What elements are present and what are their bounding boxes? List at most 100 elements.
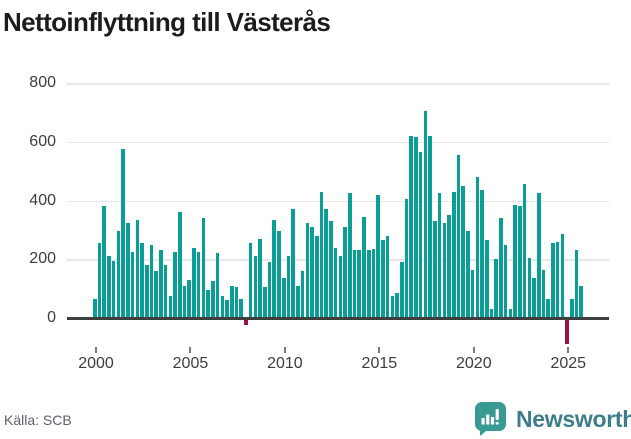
bar bbox=[154, 271, 158, 318]
bar bbox=[324, 209, 329, 318]
bar bbox=[102, 206, 107, 318]
bar bbox=[555, 241, 560, 318]
x-axis-tick bbox=[567, 347, 570, 353]
source-text: Källa: SCB bbox=[4, 412, 72, 428]
bar bbox=[381, 240, 385, 318]
x-axis-tick bbox=[378, 347, 381, 353]
x-axis-tick bbox=[95, 347, 97, 353]
bar bbox=[319, 191, 324, 318]
bar bbox=[244, 319, 248, 326]
bar bbox=[442, 222, 447, 318]
bar bbox=[433, 221, 437, 318]
bar bbox=[267, 262, 272, 318]
bar bbox=[333, 247, 338, 318]
bar bbox=[272, 219, 277, 318]
bar bbox=[239, 298, 243, 318]
bar bbox=[121, 149, 125, 318]
bar bbox=[130, 251, 135, 318]
bar bbox=[234, 287, 239, 318]
bar bbox=[395, 293, 399, 318]
bar bbox=[348, 193, 352, 318]
bar bbox=[494, 259, 499, 318]
bar bbox=[215, 253, 220, 318]
bar bbox=[305, 222, 310, 318]
bar bbox=[263, 287, 267, 318]
bar bbox=[503, 244, 508, 318]
bar bbox=[168, 295, 173, 318]
bar bbox=[414, 137, 418, 318]
x-axis-label: 2020 bbox=[456, 355, 492, 372]
x-axis-label: 2010 bbox=[267, 355, 303, 372]
y-axis-label: 800 bbox=[29, 74, 56, 91]
bar bbox=[485, 240, 489, 318]
bar bbox=[93, 298, 97, 318]
x-axis-label: 2005 bbox=[172, 355, 209, 372]
bar bbox=[565, 319, 569, 345]
bar bbox=[499, 218, 503, 318]
bar bbox=[329, 221, 333, 318]
x-axis-label: 2015 bbox=[361, 355, 398, 372]
bar bbox=[385, 235, 390, 318]
bar bbox=[570, 298, 574, 318]
bar bbox=[97, 243, 102, 318]
bar bbox=[135, 219, 140, 318]
bar bbox=[248, 243, 253, 318]
page-title: Nettoinflyttning till Västerås bbox=[3, 7, 331, 37]
bar bbox=[451, 191, 456, 318]
bar bbox=[461, 185, 465, 318]
bar bbox=[291, 209, 295, 318]
bar bbox=[206, 290, 210, 318]
gridline-600 bbox=[67, 141, 609, 144]
bar bbox=[253, 256, 258, 318]
gridline-800 bbox=[67, 83, 609, 85]
bar bbox=[201, 218, 206, 318]
x-axis-tick bbox=[283, 347, 286, 353]
bar bbox=[466, 231, 470, 318]
newsworthy-logo-icon bbox=[475, 402, 506, 436]
y-axis-label: 400 bbox=[29, 191, 56, 209]
gridline-400 bbox=[67, 200, 609, 202]
newsworthy-logo: Newsworthy bbox=[474, 401, 631, 437]
bar bbox=[343, 226, 347, 318]
bar bbox=[357, 250, 362, 318]
bar bbox=[447, 215, 451, 318]
bar bbox=[366, 250, 371, 318]
bar bbox=[560, 234, 565, 318]
bar bbox=[522, 184, 527, 318]
bar bbox=[149, 244, 154, 318]
bar bbox=[390, 295, 395, 318]
y-axis-label: 600 bbox=[29, 132, 56, 150]
bar bbox=[532, 278, 536, 318]
bar bbox=[159, 250, 163, 318]
bar bbox=[300, 271, 305, 318]
bar bbox=[225, 300, 229, 318]
x-axis-label: 2000 bbox=[78, 355, 114, 372]
bar bbox=[475, 177, 480, 318]
bar bbox=[437, 193, 442, 318]
bar bbox=[428, 135, 432, 318]
bar bbox=[140, 243, 144, 318]
newsworthy-logo-text: Newsworthy bbox=[516, 405, 631, 432]
bar bbox=[456, 154, 461, 318]
x-axis-label: 2025 bbox=[550, 355, 587, 372]
bar bbox=[338, 256, 343, 318]
bar bbox=[163, 265, 168, 318]
bar bbox=[518, 206, 522, 318]
bar bbox=[107, 256, 111, 318]
bar bbox=[173, 251, 177, 318]
bar bbox=[182, 285, 187, 318]
x-axis-zero-line bbox=[67, 316, 609, 320]
bar bbox=[352, 250, 357, 318]
bar bbox=[258, 238, 262, 318]
bar bbox=[229, 285, 234, 318]
bar bbox=[404, 199, 409, 318]
bar bbox=[310, 226, 314, 318]
bar bbox=[277, 231, 281, 318]
bar bbox=[371, 248, 376, 318]
bar bbox=[126, 222, 130, 318]
bar bbox=[551, 243, 555, 318]
bar bbox=[192, 247, 196, 318]
bar bbox=[574, 250, 579, 318]
bar bbox=[541, 269, 546, 318]
